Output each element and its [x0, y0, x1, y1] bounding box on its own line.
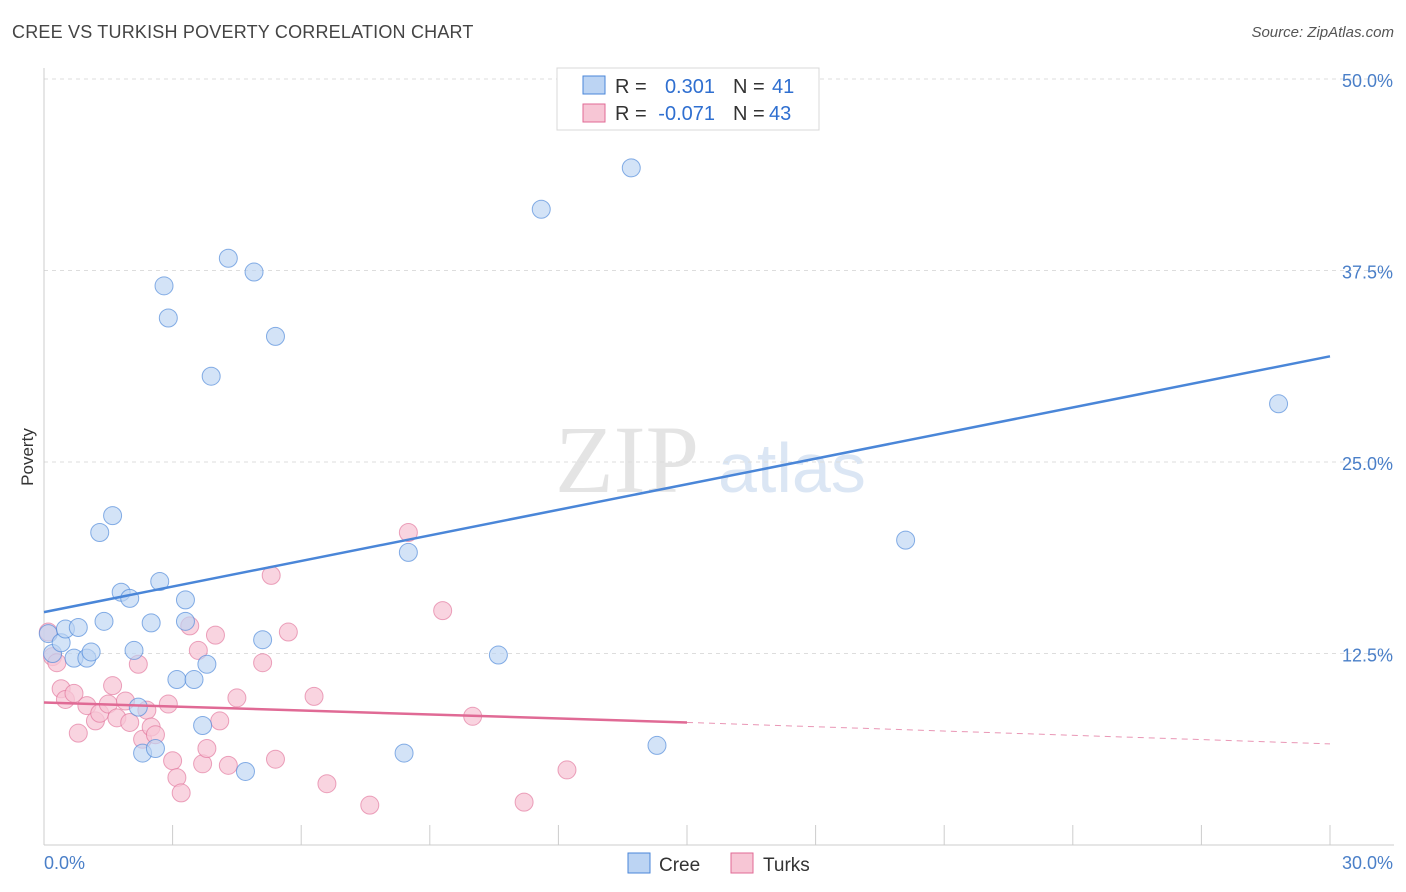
- series-legend-swatch-cree: [627, 852, 651, 874]
- legend-turks-n-label: N =: [733, 103, 765, 125]
- cree-points: [38, 158, 1289, 781]
- cree-point-29: [235, 761, 255, 781]
- series-legend-swatch-turks: [730, 852, 754, 874]
- turks-point-27: [197, 738, 217, 758]
- series-legend: Cree Turks: [627, 852, 810, 876]
- x-tick-label-max: 30.0%: [1342, 853, 1393, 873]
- turks-trend-line: [43, 701, 688, 724]
- turks-point-35: [278, 622, 298, 642]
- legend-cree-r-value: 0.301: [665, 76, 715, 98]
- series-legend-label-turks: Turks: [763, 855, 810, 876]
- correlation-legend: R = 0.301 N = 41 R = -0.071 N = 43: [556, 67, 820, 131]
- cree-point-19: [154, 276, 174, 296]
- legend-cree-n-label: N =: [733, 76, 765, 98]
- turks-point-11: [103, 676, 123, 696]
- turks-trend-extension: [686, 721, 1331, 745]
- turks-point-6: [68, 723, 88, 743]
- legend-swatch-turks: [582, 103, 606, 123]
- turks-point-20: [158, 694, 178, 714]
- turks-point-36: [304, 686, 324, 706]
- turks-point-21: [163, 751, 183, 771]
- cree-point-35: [488, 645, 508, 665]
- turks-points: [38, 522, 577, 815]
- turks-point-43: [557, 760, 577, 780]
- cree-point-12: [120, 588, 140, 608]
- series-legend-label-cree: Cree: [659, 855, 700, 876]
- turks-point-32: [253, 653, 273, 673]
- legend-turks-r-value: -0.071: [658, 103, 715, 125]
- source-label: Source: ZipAtlas.com: [1251, 24, 1394, 41]
- gridlines: [44, 78, 1394, 654]
- turks-point-40: [433, 601, 453, 621]
- trend-lines: [43, 355, 1331, 745]
- cree-point-24: [184, 670, 204, 690]
- turks-point-37: [317, 774, 337, 794]
- cree-point-33: [394, 743, 414, 763]
- cree-point-20: [158, 308, 178, 328]
- turks-point-23: [171, 783, 191, 803]
- cree-point-25: [193, 716, 213, 736]
- turks-point-28: [205, 625, 225, 645]
- y-tick-label-3: 50.0%: [1342, 71, 1393, 91]
- cree-point-37: [621, 158, 641, 178]
- x-axis-ticks: [43, 825, 1331, 845]
- y-tick-labels: 12.5% 25.0% 37.5% 50.0%: [1342, 71, 1393, 666]
- cree-point-31: [253, 630, 273, 650]
- cree-point-21: [167, 670, 187, 690]
- legend-cree-n-value: 41: [772, 76, 794, 98]
- y-tick-label-2: 37.5%: [1342, 263, 1393, 283]
- cree-point-7: [81, 642, 101, 662]
- cree-point-22: [175, 590, 195, 610]
- cree-point-5: [68, 617, 88, 637]
- cree-point-36: [531, 199, 551, 219]
- turks-point-29: [210, 711, 230, 731]
- turks-point-42: [514, 792, 534, 812]
- cree-point-27: [201, 366, 221, 386]
- y-axis-title: Poverty: [18, 428, 37, 486]
- legend-cree-r-label: R =: [615, 76, 647, 98]
- cree-point-28: [218, 248, 238, 268]
- legend-swatch-cree: [582, 75, 606, 95]
- cree-point-10: [103, 506, 123, 526]
- cree-point-13: [124, 640, 144, 660]
- watermark-atlas: atlas: [718, 429, 866, 507]
- turks-point-38: [360, 795, 380, 815]
- legend-turks-r-label: R =: [615, 103, 647, 125]
- cree-point-32: [265, 326, 285, 346]
- chart-title: CREE VS TURKISH POVERTY CORRELATION CHAR…: [12, 22, 474, 42]
- cree-point-40: [1269, 394, 1289, 414]
- cree-trend-line: [43, 355, 1331, 614]
- cree-point-9: [90, 522, 110, 542]
- cree-point-38: [647, 735, 667, 755]
- cree-point-26: [197, 654, 217, 674]
- turks-point-34: [265, 749, 285, 769]
- cree-point-14: [128, 697, 148, 717]
- y-tick-label-1: 25.0%: [1342, 454, 1393, 474]
- cree-point-16: [141, 613, 161, 633]
- cree-point-8: [94, 611, 114, 631]
- turks-point-31: [227, 688, 247, 708]
- y-tick-label-0: 12.5%: [1342, 646, 1393, 666]
- turks-point-39: [398, 522, 418, 542]
- turks-point-25: [188, 640, 208, 660]
- turks-point-30: [218, 755, 238, 775]
- cree-point-30: [244, 262, 264, 282]
- turks-point-14: [120, 712, 140, 732]
- cree-point-23: [175, 611, 195, 631]
- cree-point-17: [145, 738, 165, 758]
- cree-point-39: [896, 530, 916, 550]
- legend-turks-n-value: 43: [769, 103, 791, 125]
- cree-point-18: [150, 571, 170, 591]
- x-tick-label-min: 0.0%: [44, 853, 85, 873]
- cree-point-34: [398, 542, 418, 562]
